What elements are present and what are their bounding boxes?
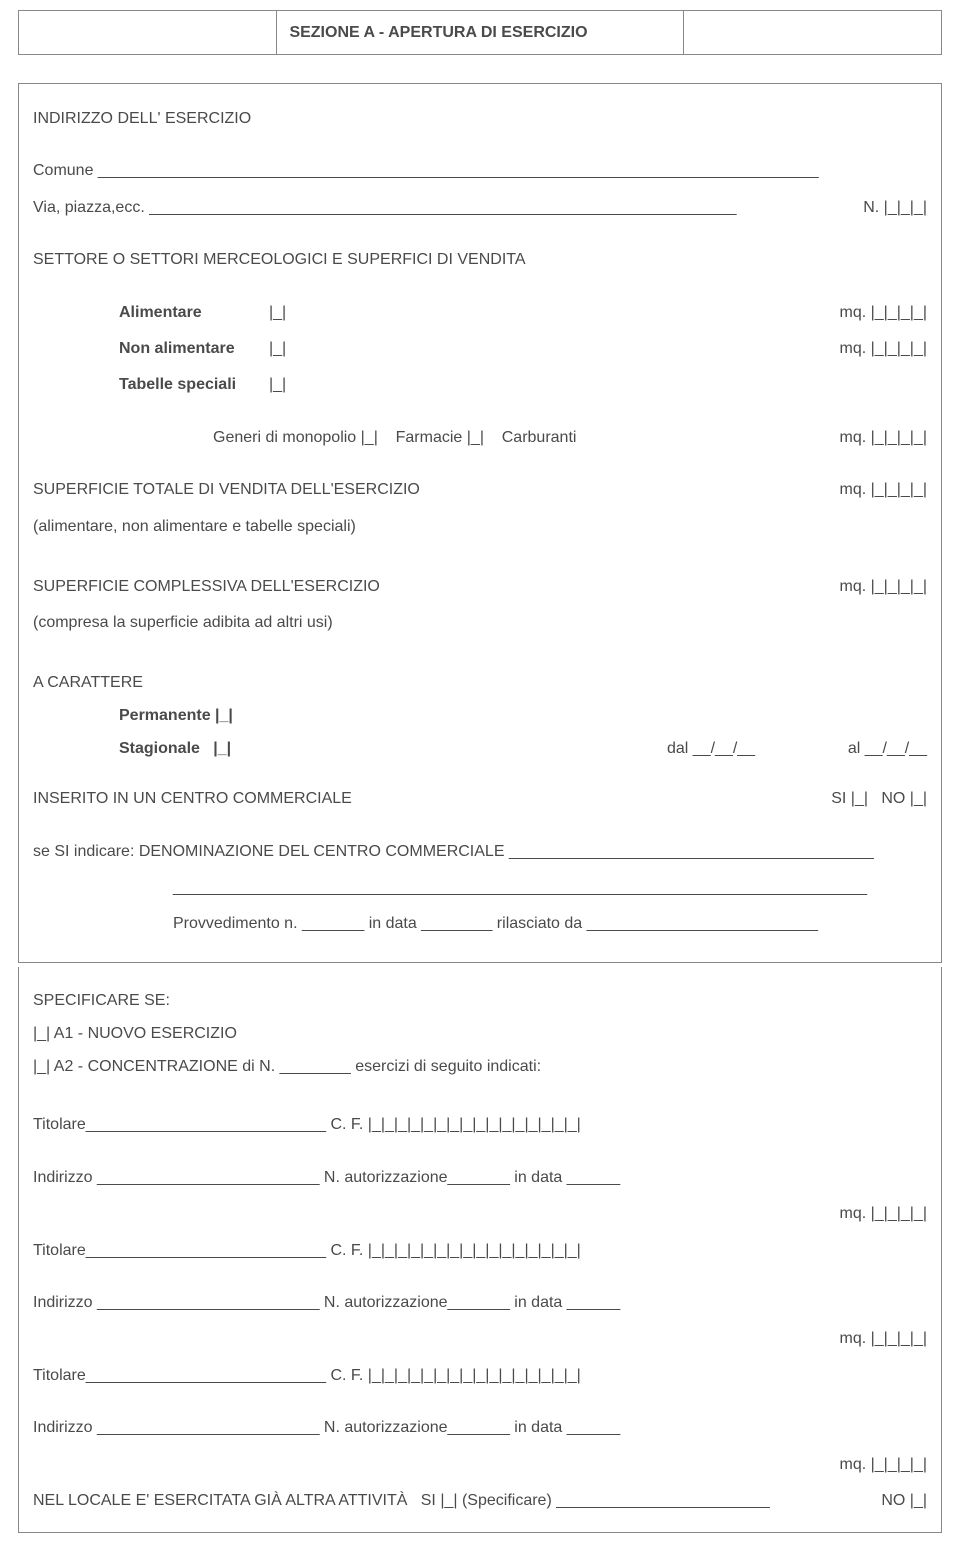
mq-2[interactable]: mq. |_|_|_|_| bbox=[33, 1324, 927, 1354]
superficie-vendita-row: SUPERFICIE TOTALE DI VENDITA DELL'ESERCI… bbox=[33, 475, 927, 505]
alimentare-mq[interactable]: mq. |_|_|_|_| bbox=[767, 298, 927, 328]
locale-row: NEL LOCALE E' ESERCITATA GIÀ ALTRA ATTIV… bbox=[33, 1486, 927, 1516]
header-right-cell bbox=[683, 11, 941, 55]
locale-no[interactable]: NO |_| bbox=[881, 1486, 927, 1516]
titolare-3[interactable]: Titolare___________________________ C. F… bbox=[33, 1361, 927, 1391]
indirizzo-1[interactable]: Indirizzo _________________________ N. a… bbox=[33, 1163, 927, 1193]
indirizzo-3[interactable]: Indirizzo _________________________ N. a… bbox=[33, 1413, 927, 1443]
nonalimentare-mq[interactable]: mq. |_|_|_|_| bbox=[767, 334, 927, 364]
via-label[interactable]: Via, piazza,ecc. _______________________… bbox=[33, 193, 863, 223]
superficie-compl-label: SUPERFICIE COMPLESSIVA DELL'ESERCIZIO bbox=[33, 572, 767, 602]
permanente-row[interactable]: Permanente |_| bbox=[33, 702, 927, 729]
header-title: SEZIONE A - APERTURA DI ESERCIZIO bbox=[289, 24, 587, 41]
superficie-compl-row: SUPERFICIE COMPLESSIVA DELL'ESERCIZIO mq… bbox=[33, 572, 927, 602]
via-line: Via, piazza,ecc. _______________________… bbox=[33, 193, 927, 223]
spec-title: SPECIFICARE SE: bbox=[33, 987, 927, 1014]
generi-labels[interactable]: Generi di monopolio |_| Farmacie |_| Car… bbox=[213, 423, 767, 453]
centro-denom2[interactable]: ________________________________________… bbox=[33, 873, 927, 903]
stagionale-label[interactable]: Stagionale |_| bbox=[119, 735, 231, 762]
header-left-cell bbox=[19, 11, 277, 55]
titolare-1[interactable]: Titolare___________________________ C. F… bbox=[33, 1110, 927, 1140]
alimentare-row: Alimentare |_| mq. |_|_|_|_| bbox=[33, 298, 927, 328]
tabelle-row: Tabelle speciali |_| bbox=[33, 370, 927, 400]
main-section-box: INDIRIZZO DELL' ESERCIZIO Comune _______… bbox=[18, 83, 942, 963]
carattere-title: A CARATTERE bbox=[33, 669, 927, 696]
superficie-vendita-mq[interactable]: mq. |_|_|_|_| bbox=[767, 475, 927, 505]
centro-label: INSERITO IN UN CENTRO COMMERCIALE bbox=[33, 784, 831, 814]
nonalimentare-label: Non alimentare bbox=[119, 334, 269, 364]
generi-row: Generi di monopolio |_| Farmacie |_| Car… bbox=[33, 423, 927, 453]
a1-option[interactable]: |_| A1 - NUOVO ESERCIZIO bbox=[33, 1020, 927, 1047]
header-title-cell: SEZIONE A - APERTURA DI ESERCIZIO bbox=[277, 11, 683, 55]
stagionale-al[interactable]: al __/__/__ bbox=[807, 735, 927, 762]
stagionale-row: Stagionale |_| dal __/__/__ al __/__/__ bbox=[33, 735, 927, 762]
indirizzo-2[interactable]: Indirizzo _________________________ N. a… bbox=[33, 1288, 927, 1318]
superficie-vendita-note: (alimentare, non alimentare e tabelle sp… bbox=[33, 512, 927, 542]
superficie-vendita-label: SUPERFICIE TOTALE DI VENDITA DELL'ESERCI… bbox=[33, 475, 767, 505]
stagionale-dal[interactable]: dal __/__/__ bbox=[667, 735, 807, 762]
mq-1[interactable]: mq. |_|_|_|_| bbox=[33, 1199, 927, 1229]
centro-si-no[interactable]: SI |_| NO |_| bbox=[831, 784, 927, 814]
alimentare-label: Alimentare bbox=[119, 298, 269, 328]
superficie-compl-note: (compresa la superficie adibita ad altri… bbox=[33, 608, 927, 638]
indirizzo-title: INDIRIZZO DELL' ESERCIZIO bbox=[33, 104, 927, 134]
settori-title: SETTORE O SETTORI MERCEOLOGICI E SUPERFI… bbox=[33, 245, 927, 275]
nonalimentare-row: Non alimentare |_| mq. |_|_|_|_| bbox=[33, 334, 927, 364]
locale-label[interactable]: NEL LOCALE E' ESERCITATA GIÀ ALTRA ATTIV… bbox=[33, 1486, 770, 1516]
mq-3[interactable]: mq. |_|_|_|_| bbox=[33, 1450, 927, 1480]
a2-option[interactable]: |_| A2 - CONCENTRAZIONE di N. ________ e… bbox=[33, 1053, 927, 1080]
via-number[interactable]: N. |_|_|_| bbox=[863, 193, 927, 223]
tabelle-label: Tabelle speciali bbox=[119, 370, 269, 400]
comune-line[interactable]: Comune _________________________________… bbox=[33, 156, 927, 186]
nonalimentare-checkbox[interactable]: |_| bbox=[269, 334, 286, 364]
provvedimento-line[interactable]: Provvedimento n. _______ in data _______… bbox=[33, 909, 927, 939]
superficie-compl-mq[interactable]: mq. |_|_|_|_| bbox=[767, 572, 927, 602]
titolare-2[interactable]: Titolare___________________________ C. F… bbox=[33, 1236, 927, 1266]
header-table: SEZIONE A - APERTURA DI ESERCIZIO bbox=[18, 10, 942, 55]
tabelle-checkbox[interactable]: |_| bbox=[269, 370, 286, 400]
generi-mq[interactable]: mq. |_|_|_|_| bbox=[767, 423, 927, 453]
alimentare-checkbox[interactable]: |_| bbox=[269, 298, 286, 328]
centro-denom[interactable]: se SI indicare: DENOMINAZIONE DEL CENTRO… bbox=[33, 837, 927, 867]
centro-row: INSERITO IN UN CENTRO COMMERCIALE SI |_|… bbox=[33, 784, 927, 814]
specificare-box: SPECIFICARE SE: |_| A1 - NUOVO ESERCIZIO… bbox=[18, 967, 942, 1533]
